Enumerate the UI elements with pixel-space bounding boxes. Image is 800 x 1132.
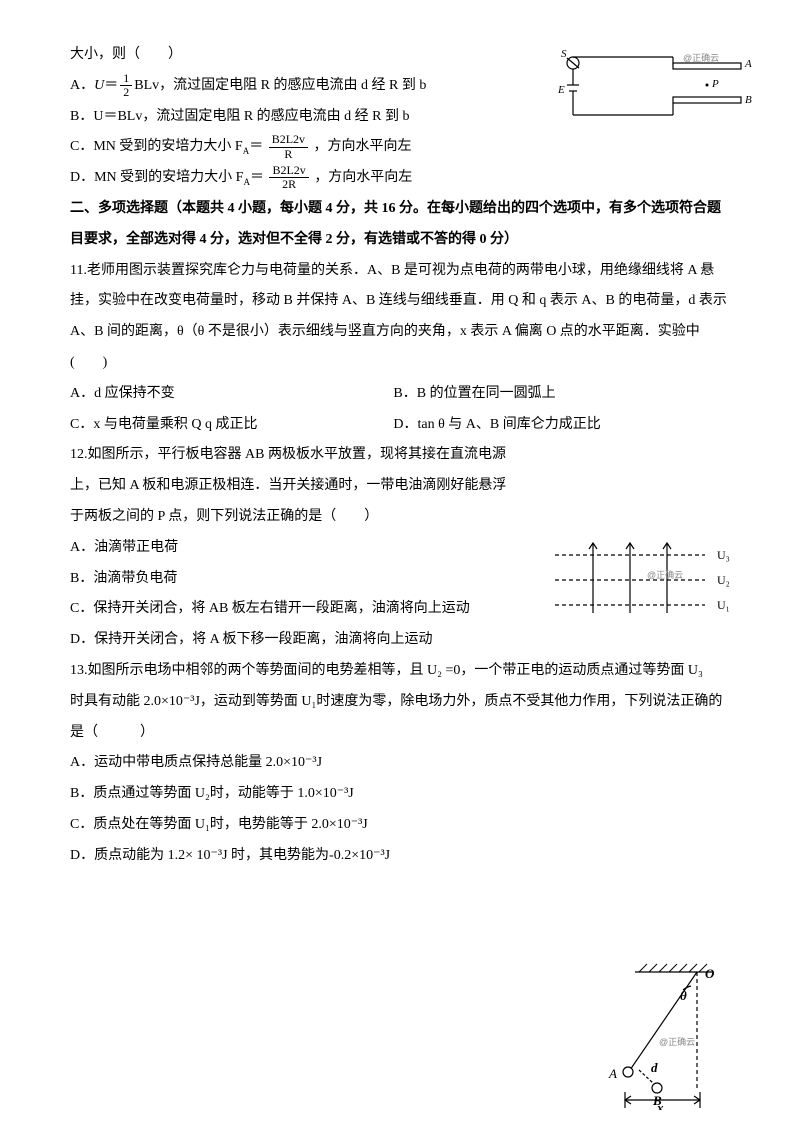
den: 2R [269, 178, 308, 191]
section-2-header: 二、多项选择题（本题共 4 小题，每小题 4 分，共 16 分。在每小题给出的四… [70, 194, 730, 256]
label-u1: U₁ [717, 598, 730, 612]
q11-opt-d: D．tan θ 与 A、B 间库仑力成正比 [393, 417, 600, 432]
label-u3: U₃ [717, 548, 730, 562]
num: B2L2v [269, 164, 308, 178]
pendulum-figure: O θ A B d x @正确云 [595, 960, 725, 1110]
q13-opt-b: B．质点通过等势面 U₂时，动能等于 1.0×10⁻³J [70, 779, 730, 810]
q11-opts-ab: A．d 应保持不变B．B 的位置在同一圆弧上 [70, 379, 730, 410]
text: A． [70, 78, 94, 93]
label-p: P [711, 78, 719, 90]
text: ，方向水平向左 [314, 170, 412, 185]
q12-opt-d: D．保持开关闭合，将 A 板下移一段距离，油滴将向上运动 [70, 625, 730, 656]
watermark: @正确云 [659, 1036, 695, 1047]
text: C．MN 受到的安培力大小 F [70, 139, 243, 154]
q11-text: 11.老师用图示装置探究库仑力与电荷量的关系．A、B 是可视为点电荷的两带电小球… [70, 256, 730, 379]
circuit-figure: S E A B P @正确云 [555, 45, 755, 130]
q13-text: 13.如图所示电场中相邻的两个等势面间的电势差相等，且 U₂ =0，一个带正电的… [70, 656, 730, 748]
q11-opts-cd: C．x 与电荷量乘积 Q q 成正比D．tan θ 与 A、B 间库仑力成正比 [70, 410, 730, 441]
equipotential-figure: U₃ U₂ U₁ @正确云 [545, 535, 745, 625]
label-e: E [557, 84, 565, 96]
num: B2L2v [269, 133, 308, 147]
label-u2: U₂ [717, 573, 730, 587]
q13-opt-d: D．质点动能为 1.2× 10⁻³J 时，其电势能为-0.2×10⁻³J [70, 841, 730, 872]
label-x: x [656, 1100, 664, 1110]
q-intro-opt-c: C．MN 受到的安培力大小 FA＝ B2L2vR ，方向水平向左 [70, 132, 730, 163]
label-d: d [651, 1060, 658, 1075]
text: ，方向水平向左 [314, 139, 412, 154]
text: BLv，流过固定电阻 R 的感应电流由 d 经 R 到 b [134, 78, 426, 93]
label-o: O [705, 966, 715, 981]
q11-opt-a: A．d 应保持不变 [70, 379, 393, 410]
label-a: A [608, 1066, 617, 1081]
den: R [269, 148, 308, 161]
q-intro-opt-d: D．MN 受到的安培力大小 FA＝ B2L2v2R ，方向水平向左 [70, 163, 730, 194]
eq: ＝ [249, 139, 263, 154]
q13-opt-a: A．运动中带电质点保持总能量 2.0×10⁻³J [70, 748, 730, 779]
label-a: A [744, 58, 752, 70]
label-s: S [561, 48, 567, 60]
eq: ＝ [250, 170, 264, 185]
label-b: B [745, 94, 752, 106]
q13-opt-c: C．质点处在等势面 U₁时，电势能等于 2.0×10⁻³J [70, 810, 730, 841]
text: D．MN 受到的安培力大小 F [70, 170, 243, 185]
q12-text: 12.如图所示，平行板电容器 AB 两极板水平放置，现将其接在直流电源上，已知 … [70, 440, 520, 532]
watermark: @正确云 [683, 52, 719, 63]
q11-opt-c: C．x 与电荷量乘积 Q q 成正比 [70, 410, 393, 441]
watermark: @正确云 [647, 569, 683, 580]
label-theta: θ [680, 988, 687, 1003]
q11-opt-b: B．B 的位置在同一圆弧上 [393, 386, 555, 401]
